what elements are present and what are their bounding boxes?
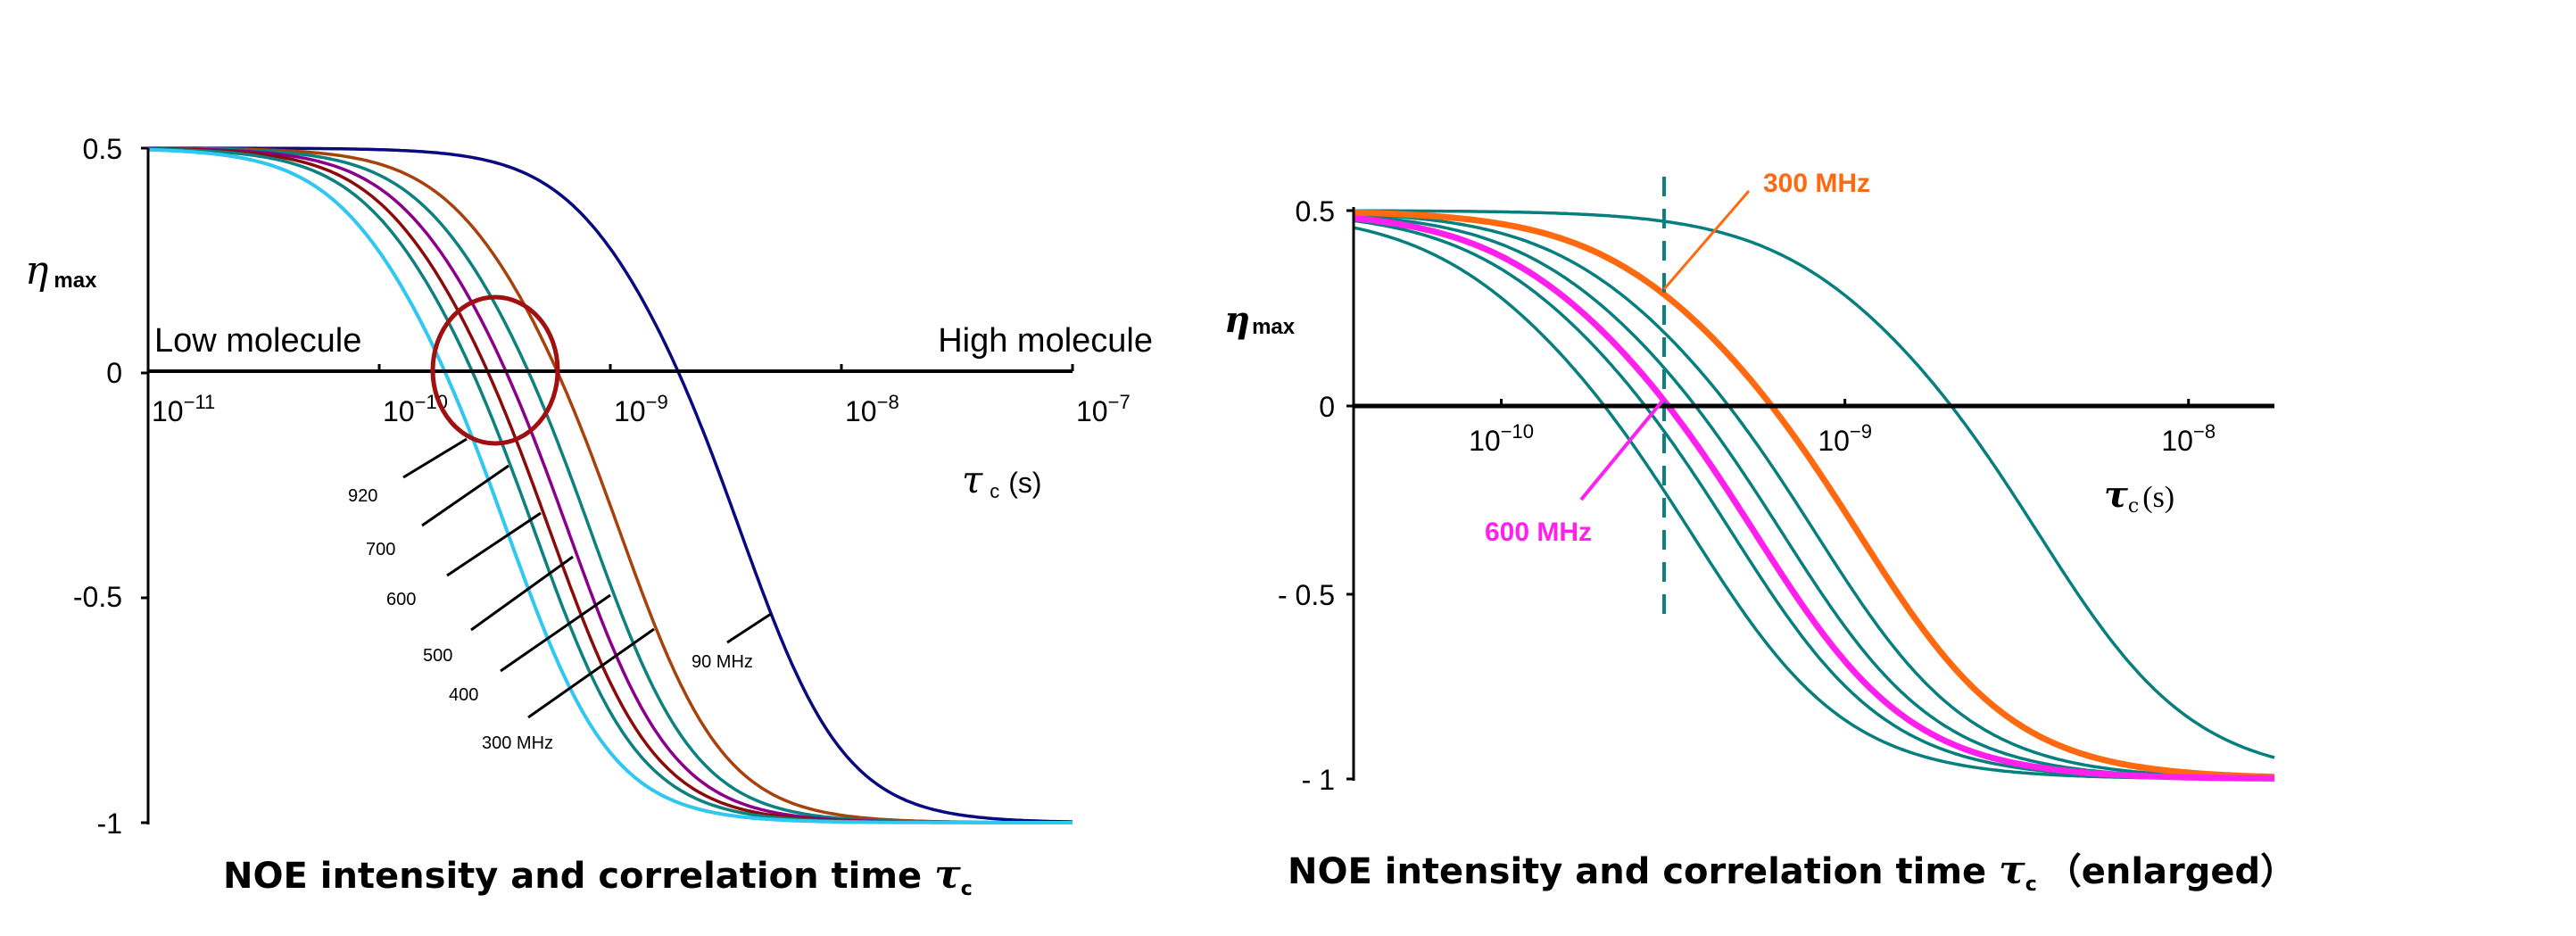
leader-line bbox=[446, 511, 542, 577]
series-label-90: 90 MHz bbox=[692, 652, 753, 672]
leader-line bbox=[726, 612, 772, 644]
x-tick-base: 10 bbox=[383, 395, 415, 427]
left-x-ticks: 10−11 10−10 10−9 10−8 10−7 bbox=[146, 364, 1131, 427]
x-tick-base: 10 bbox=[2161, 425, 2193, 457]
x-tick-label: 10−8 bbox=[2161, 420, 2216, 457]
x-tick-label: 10−9 bbox=[1818, 420, 1872, 457]
left-curves bbox=[147, 146, 1073, 824]
series-label-400: 400 bbox=[449, 685, 478, 705]
y-tick-label: -0.5 bbox=[73, 581, 122, 613]
x-tick-label: 10−10 bbox=[383, 391, 448, 427]
series-label-500: 500 bbox=[423, 646, 452, 666]
x-tick-exponent: −9 bbox=[1850, 420, 1872, 443]
series-line-600mhz bbox=[1353, 215, 2274, 782]
leader-line bbox=[527, 627, 655, 719]
y-tick-label: - 0.5 bbox=[1278, 579, 1335, 611]
series-label-300: 300 MHz bbox=[482, 733, 553, 753]
right-x-label: τc (s) bbox=[2104, 474, 2174, 518]
series-line-90mhz bbox=[148, 146, 1073, 824]
high-molecule-label: High molecule bbox=[938, 322, 1153, 360]
leader-line-600 bbox=[1579, 397, 1666, 501]
x-tick-base: 10 bbox=[1818, 425, 1850, 457]
series-label-700: 700 bbox=[366, 540, 395, 559]
x-tick-label: 10−10 bbox=[1469, 420, 1534, 457]
series-label-600: 600 bbox=[386, 590, 416, 609]
y-tick-label: 0.5 bbox=[1296, 195, 1335, 228]
x-tick-base: 10 bbox=[614, 395, 646, 427]
series-label-920: 920 bbox=[348, 486, 377, 506]
x-tick-exponent: −7 bbox=[1108, 391, 1131, 413]
leader-line bbox=[402, 437, 468, 479]
series-line-920mhz bbox=[147, 147, 1073, 824]
y-tick-label: -1 bbox=[97, 808, 122, 840]
x-tick-exponent: −11 bbox=[184, 391, 216, 413]
series-label-300: 300 MHz bbox=[1763, 169, 1870, 198]
series-line-300mhz bbox=[1353, 209, 2275, 781]
right-y-label: ηmax bbox=[1224, 299, 1296, 341]
leader-line bbox=[421, 464, 509, 527]
series-label-600: 600 MHz bbox=[1485, 518, 1592, 547]
x-tick-exponent: −8 bbox=[2193, 420, 2216, 443]
right-curves bbox=[1353, 209, 2275, 782]
x-tick-exponent: −10 bbox=[1501, 420, 1534, 443]
x-tick-base: 10 bbox=[1469, 425, 1501, 457]
highlight-circle bbox=[430, 294, 560, 446]
leader-line-300 bbox=[1662, 190, 1751, 290]
leader-lines bbox=[402, 437, 772, 719]
left-y-label: η max bbox=[25, 248, 97, 294]
x-tick-base: 10 bbox=[1076, 395, 1108, 427]
y-tick-label: - 1 bbox=[1302, 764, 1335, 796]
left-x-label: τ c (s) bbox=[962, 458, 1042, 502]
chart-right: 10−10 10−9 10−8 0.5 0 - 0.5 - 1 ηmax τc (s)… bbox=[1224, 169, 2296, 896]
left-chart-title: NOE intensity and correlation time τc bbox=[223, 852, 973, 900]
right-x-ticks: 10−10 10−9 10−8 bbox=[1469, 399, 2216, 457]
x-tick-label: 10−7 bbox=[1076, 391, 1131, 427]
x-tick-label: 10−9 bbox=[614, 391, 668, 427]
x-tick-label: 10−8 bbox=[845, 391, 899, 427]
x-tick-exponent: −8 bbox=[877, 391, 899, 413]
low-molecule-label: Low molecule bbox=[154, 322, 361, 360]
x-tick-base: 10 bbox=[152, 395, 184, 427]
leader-line bbox=[500, 593, 611, 673]
series-line-400mhz bbox=[1353, 212, 2274, 780]
leader-line bbox=[470, 555, 574, 632]
series-labels: 920 700 600 500 400 300 MHz 90 MHz bbox=[348, 486, 753, 753]
y-tick-label: 0 bbox=[1319, 391, 1335, 423]
series-line-90mhz bbox=[1354, 209, 2275, 759]
x-tick-exponent: −9 bbox=[646, 391, 668, 413]
chart-left: 10−11 10−10 10−9 10−8 10−7 0.5 0 -0.5 -1 η ma… bbox=[25, 133, 1153, 900]
y-tick-label: 0 bbox=[106, 357, 122, 389]
x-tick-base: 10 bbox=[845, 395, 877, 427]
y-tick-label: 0.5 bbox=[83, 133, 122, 165]
x-tick-label: 10−11 bbox=[152, 391, 215, 427]
right-chart-title: NOE intensity and correlation time τc （en… bbox=[1288, 848, 2296, 896]
